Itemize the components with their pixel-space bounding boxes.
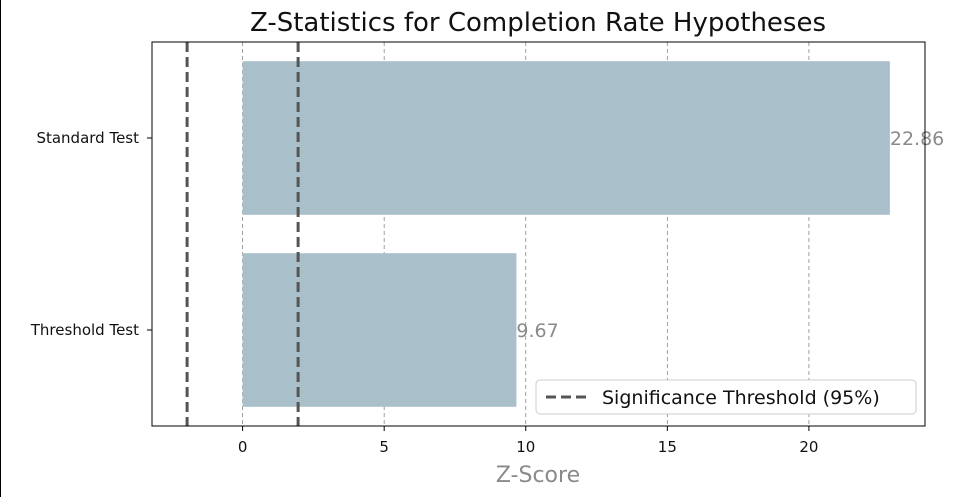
bar [242, 253, 517, 407]
plot-area [151, 41, 926, 427]
legend: Significance Threshold (95%) [535, 379, 917, 415]
y-tick-label: Threshold Test [30, 321, 139, 339]
threshold-lines [185, 42, 300, 426]
x-axis-ticks: 0 5 10 15 20 [238, 426, 818, 456]
y-axis-ticks: Standard Test Threshold Test [30, 129, 152, 339]
x-tick-label: 10 [516, 438, 535, 456]
chart-title: Z-Statistics for Completion Rate Hypothe… [250, 8, 826, 38]
x-tick-label: 15 [658, 438, 677, 456]
x-tick-label: 0 [238, 438, 248, 456]
bar [242, 61, 890, 215]
legend-box [535, 379, 917, 415]
bar-value-label: 9.67 [516, 320, 558, 342]
bars [242, 61, 890, 407]
value-labels: 22.86 9.67 [516, 128, 944, 342]
x-tick-label: 20 [799, 438, 818, 456]
y-tick-label: Standard Test [36, 129, 139, 147]
legend-label: Significance Threshold (95%) [602, 387, 880, 409]
bar-value-label: 22.86 [890, 128, 944, 150]
x-tick-label: 5 [379, 438, 389, 456]
x-axis-label: Z-Score [496, 463, 580, 488]
